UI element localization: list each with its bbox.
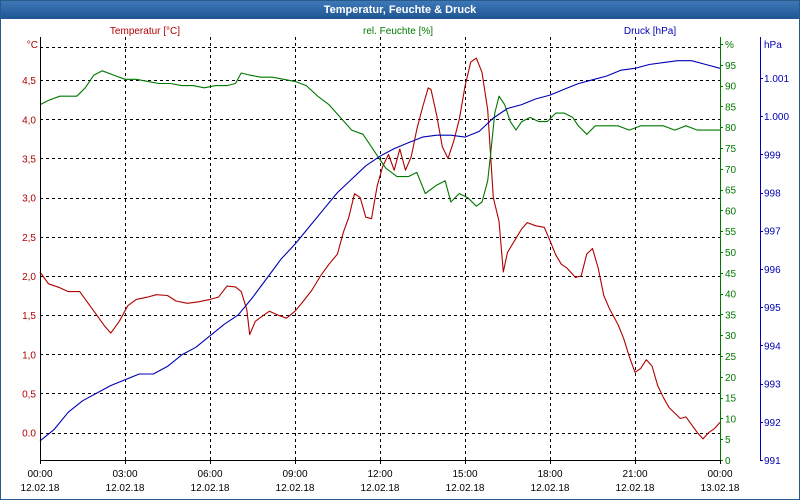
temperature-tick-label: 1,5 — [22, 311, 36, 322]
x-tick-time-label: 15:00 — [452, 469, 477, 480]
legend-pressure: Druck [hPa] — [624, 26, 676, 37]
x-tick-time-label: 09:00 — [282, 469, 307, 480]
temperature-tick-label: 0.0 — [22, 429, 36, 440]
humidity-tick-label: 5 — [725, 435, 731, 446]
humidity-tick-label: 35 — [725, 310, 737, 321]
humidity-tick-label: 0 — [725, 456, 731, 467]
x-tick-date-label: 12.02.18 — [531, 483, 570, 494]
window-title: Temperatur, Feuchte & Druck — [1, 1, 799, 19]
humidity-tick-label: 20 — [725, 373, 737, 384]
humidity-tick-label: 75 — [725, 144, 737, 155]
x-tick-date-label: 12.02.18 — [361, 483, 400, 494]
pressure-tick-label: 997 — [764, 227, 781, 238]
x-tick-date-label: 12.02.18 — [446, 483, 485, 494]
humidity-tick-label: 60 — [725, 206, 737, 217]
x-tick-date-label: 13.02.18 — [701, 483, 740, 494]
humidity-tick-label: 90 — [725, 82, 737, 93]
pressure-tick-label: 993 — [764, 380, 781, 391]
legend-humidity: rel. Feuchte [%] — [363, 26, 433, 37]
temperature-tick-label: 4,0 — [22, 115, 36, 126]
humidity-tick-label: 45 — [725, 269, 737, 280]
series-layer — [39, 57, 721, 442]
x-tick-time-label: 03:00 — [112, 469, 137, 480]
x-tick-time-label: 12:00 — [367, 469, 392, 480]
pressure-tick-label: 995 — [764, 303, 781, 314]
pressure-tick-label: 994 — [764, 341, 781, 352]
temperature-series-line — [39, 57, 721, 440]
temperature-tick-label: 3,5 — [22, 154, 36, 165]
x-tick-time-label: 21:00 — [622, 469, 647, 480]
pressure-tick-label: 992 — [764, 418, 781, 429]
humidity-tick-label: 85 — [725, 102, 737, 113]
x-tick-time-label: 00:00 — [707, 469, 732, 480]
x-tick-time-label: 00:00 — [27, 469, 52, 480]
x-tick-time-label: 06:00 — [197, 469, 222, 480]
axes — [40, 37, 763, 464]
temperature-tick-label: 2,5 — [22, 233, 36, 244]
humidity-tick-label: 25 — [725, 352, 737, 363]
humidity-tick-label: 50 — [725, 248, 737, 259]
pressure-tick-label: 1.001 — [764, 74, 789, 85]
x-tick-date-label: 12.02.18 — [276, 483, 315, 494]
humidity-tick-label: 55 — [725, 227, 737, 238]
x-tick-time-label: 18:00 — [537, 469, 562, 480]
humidity-tick-label: % — [725, 40, 734, 51]
humidity-tick-label: 40 — [725, 290, 737, 301]
pressure-tick-label: 998 — [764, 189, 781, 200]
pressure-tick-label: 1.000 — [764, 112, 789, 123]
temperature-tick-label: 3,0 — [22, 194, 36, 205]
temperature-tick-label: 2,0 — [22, 272, 36, 283]
temperature-unit-label: °C — [27, 40, 38, 51]
humidity-tick-label: 65 — [725, 186, 737, 197]
humidity-tick-label: 95 — [725, 61, 737, 72]
x-tick-date-label: 12.02.18 — [106, 483, 145, 494]
humidity-tick-label: 10 — [725, 414, 737, 425]
x-tick-date-label: 12.02.18 — [616, 483, 655, 494]
pressure-tick-label: 991 — [764, 456, 781, 467]
humidity-tick-label: 70 — [725, 165, 737, 176]
pressure-tick-label: 999 — [764, 150, 781, 161]
pressure-unit-label: hPa — [764, 40, 782, 51]
pressure-tick-label: 996 — [764, 265, 781, 276]
humidity-tick-label: 30 — [725, 331, 737, 342]
temperature-tick-label: 4,5 — [22, 76, 36, 87]
pressure-series-line — [39, 60, 721, 442]
temperature-tick-label: 0,5 — [22, 389, 36, 400]
humidity-series-line — [39, 70, 720, 207]
humidity-tick-label: 80 — [725, 123, 737, 134]
axis-labels: 0.0 0,5 1,0 1,5 2,0 2,5 3,0 3,5 4,0 4,5 °C 0 5 10 15 20… — [21, 26, 790, 494]
x-tick-date-label: 12.02.18 — [21, 483, 60, 494]
temperature-tick-label: 1,0 — [22, 350, 36, 361]
legend-temperature: Temperatur [°C] — [110, 26, 180, 37]
x-tick-date-label: 12.02.18 — [191, 483, 230, 494]
humidity-tick-label: 15 — [725, 394, 737, 405]
grid — [40, 37, 720, 460]
